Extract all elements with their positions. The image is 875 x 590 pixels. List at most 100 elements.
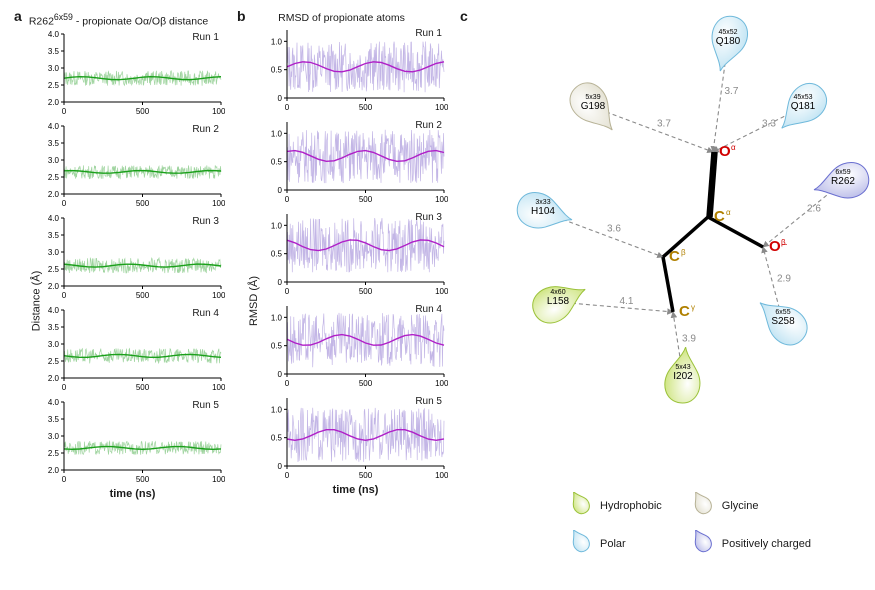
panel-a-title: R2626x59 - propionate Oα/Oβ distance	[12, 12, 225, 28]
svg-text:4x60: 4x60	[550, 289, 565, 296]
svg-text:0: 0	[62, 383, 67, 392]
svg-text:3.0: 3.0	[48, 340, 60, 349]
svg-text:1000: 1000	[435, 103, 448, 112]
legend-item: Hydrophobic	[568, 492, 662, 520]
svg-text:0: 0	[62, 475, 67, 484]
title-post: - propionate Oα/Oβ distance	[73, 16, 208, 28]
svg-text:0: 0	[278, 278, 283, 287]
svg-text:0.5: 0.5	[271, 434, 283, 443]
svg-text:45x52: 45x52	[718, 29, 737, 36]
svg-text:3.7: 3.7	[657, 119, 671, 130]
svg-text:S258: S258	[771, 316, 795, 327]
svg-text:1.0: 1.0	[271, 313, 283, 322]
svg-text:γ: γ	[691, 303, 695, 312]
run-label: Run 3	[415, 212, 442, 223]
svg-text:H104: H104	[531, 206, 555, 217]
svg-text:3.9: 3.9	[682, 334, 696, 345]
run-label: Run 1	[415, 28, 442, 39]
svg-text:3.7: 3.7	[725, 86, 739, 97]
svg-text:2.6: 2.6	[807, 204, 821, 215]
legend-item: Polar	[568, 530, 662, 558]
panel-b: b RMSD of propionate atoms RMSD (Å) Run …	[235, 12, 448, 578]
mini-plot: Run 12.02.53.03.54.005001000	[40, 30, 225, 118]
svg-text:1000: 1000	[212, 291, 225, 300]
run-label: Run 3	[192, 216, 219, 227]
svg-text:0.5: 0.5	[271, 158, 283, 167]
svg-text:C: C	[679, 303, 690, 320]
run-label: Run 1	[192, 32, 219, 43]
svg-text:500: 500	[136, 199, 150, 208]
svg-text:3.0: 3.0	[48, 248, 60, 257]
svg-text:C: C	[714, 208, 725, 225]
mini-plot: Run 300.51.005001000	[263, 210, 448, 298]
svg-text:3.5: 3.5	[48, 47, 60, 56]
svg-text:0: 0	[62, 291, 67, 300]
svg-text:2.0: 2.0	[48, 190, 60, 199]
panel-b-xaxis: time (ns)	[263, 484, 448, 496]
svg-text:45x53: 45x53	[793, 94, 812, 101]
mini-plot: Run 22.02.53.03.54.005001000	[40, 122, 225, 210]
svg-text:3.5: 3.5	[48, 415, 60, 424]
svg-text:500: 500	[359, 471, 373, 480]
svg-text:0: 0	[278, 370, 283, 379]
svg-text:Q181: Q181	[791, 101, 816, 112]
svg-text:2.0: 2.0	[48, 466, 60, 475]
svg-text:500: 500	[359, 287, 373, 296]
svg-text:4.0: 4.0	[48, 122, 60, 131]
svg-text:α: α	[726, 208, 731, 217]
svg-text:3.5: 3.5	[48, 231, 60, 240]
svg-text:4.0: 4.0	[48, 398, 60, 407]
svg-text:3.0: 3.0	[48, 64, 60, 73]
svg-text:2.9: 2.9	[777, 274, 791, 285]
svg-text:0.5: 0.5	[271, 66, 283, 75]
svg-text:0: 0	[278, 462, 283, 471]
svg-text:4.0: 4.0	[48, 30, 60, 39]
svg-text:4.1: 4.1	[620, 296, 634, 307]
panel-letter-c: c	[460, 8, 468, 24]
svg-text:G198: G198	[581, 101, 606, 112]
svg-text:6x55: 6x55	[775, 309, 790, 316]
svg-text:500: 500	[136, 107, 150, 116]
panel-b-title: RMSD of propionate atoms	[235, 12, 448, 24]
panel-letter-a: a	[14, 8, 22, 24]
svg-text:R262: R262	[831, 176, 855, 187]
svg-text:2.0: 2.0	[48, 98, 60, 107]
svg-text:0: 0	[285, 287, 290, 296]
run-label: Run 5	[415, 396, 442, 407]
mini-plot: Run 42.02.53.03.54.005001000	[40, 306, 225, 394]
svg-text:2.5: 2.5	[48, 265, 60, 274]
title-sup: 6x59	[54, 12, 73, 22]
svg-text:0: 0	[285, 471, 290, 480]
panel-b-yaxis: RMSD (Å)	[248, 276, 260, 326]
svg-text:1000: 1000	[435, 471, 448, 480]
svg-text:3.6: 3.6	[607, 224, 621, 235]
svg-text:⁻: ⁻	[781, 239, 788, 254]
legend-item: Positively charged	[690, 530, 811, 558]
svg-text:2.5: 2.5	[48, 81, 60, 90]
svg-text:5x43: 5x43	[675, 364, 690, 371]
svg-text:6x59: 6x59	[835, 169, 850, 176]
svg-text:2.0: 2.0	[48, 282, 60, 291]
svg-text:1000: 1000	[435, 287, 448, 296]
mini-plot: Run 200.51.005001000	[263, 118, 448, 206]
svg-text:0: 0	[62, 107, 67, 116]
svg-text:O: O	[769, 238, 781, 255]
svg-text:3.0: 3.0	[48, 432, 60, 441]
svg-text:3x33: 3x33	[535, 199, 550, 206]
svg-text:I202: I202	[673, 371, 693, 382]
svg-text:1.0: 1.0	[271, 405, 283, 414]
svg-text:0: 0	[285, 103, 290, 112]
svg-text:L158: L158	[547, 296, 570, 307]
svg-text:500: 500	[136, 383, 150, 392]
run-label: Run 4	[415, 304, 442, 315]
mini-plot: Run 52.02.53.03.54.005001000	[40, 398, 225, 486]
svg-text:4.0: 4.0	[48, 306, 60, 315]
svg-text:3.5: 3.5	[48, 139, 60, 148]
svg-text:4.0: 4.0	[48, 214, 60, 223]
panel-c: c 3.73.32.62.93.94.13.63.7OαOβ⁻CαCβCγQ18…	[458, 12, 875, 578]
svg-text:O: O	[719, 143, 731, 160]
svg-text:1000: 1000	[212, 199, 225, 208]
legend-item: Glycine	[690, 492, 811, 520]
svg-text:500: 500	[136, 291, 150, 300]
svg-text:0.5: 0.5	[271, 342, 283, 351]
